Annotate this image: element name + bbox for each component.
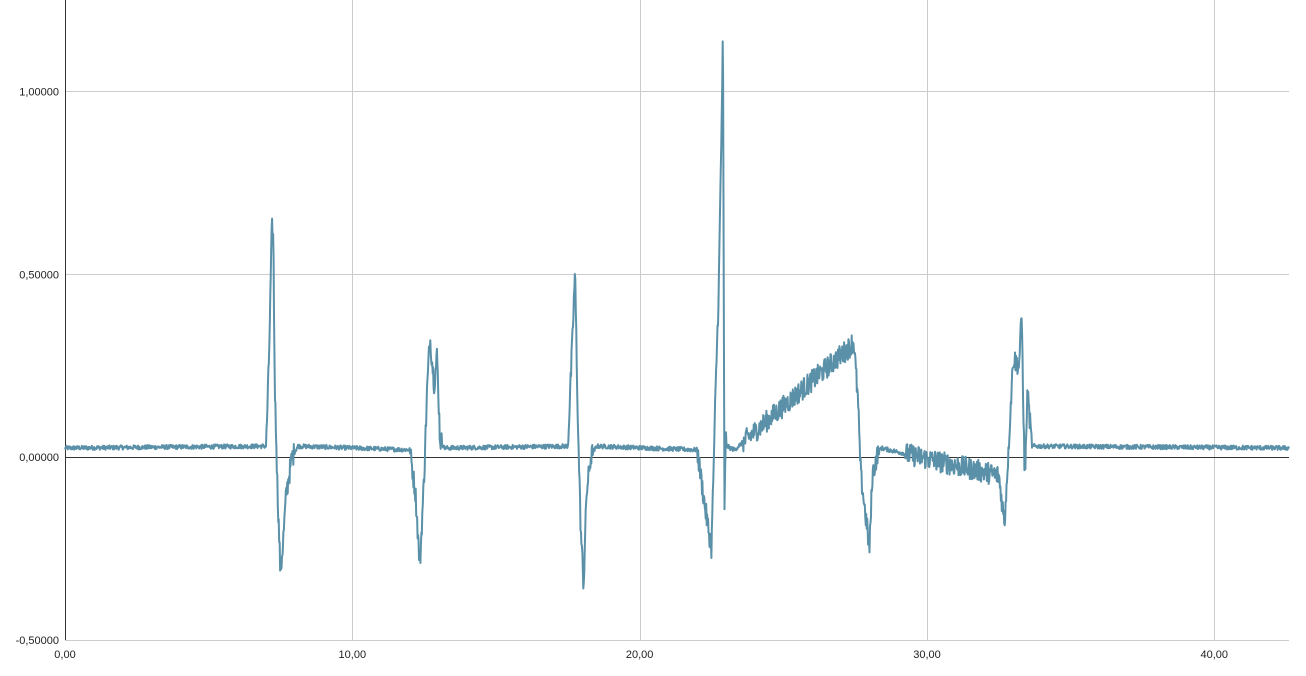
x-tick-label: 0,00 xyxy=(54,649,75,661)
x-tick-label: 20,00 xyxy=(626,649,654,661)
x-tick-label: 40,00 xyxy=(1201,649,1229,661)
x-tick-label: 10,00 xyxy=(339,649,367,661)
axes xyxy=(65,0,1289,641)
y-tick-label: 1,00000 xyxy=(19,86,59,98)
x-tick-label: 30,00 xyxy=(913,649,941,661)
tick-labels: -0,50000 0,00000 0,50000 1,00000 0,00 10,00 20… xyxy=(16,86,1228,661)
series-line xyxy=(64,40,1290,590)
y-tick-label: -0,50000 xyxy=(16,635,59,647)
y-tick-label: 0,50000 xyxy=(19,269,59,281)
y-tick-label: 0,00000 xyxy=(19,452,59,464)
series-layer xyxy=(64,40,1290,590)
grid xyxy=(65,0,1289,640)
